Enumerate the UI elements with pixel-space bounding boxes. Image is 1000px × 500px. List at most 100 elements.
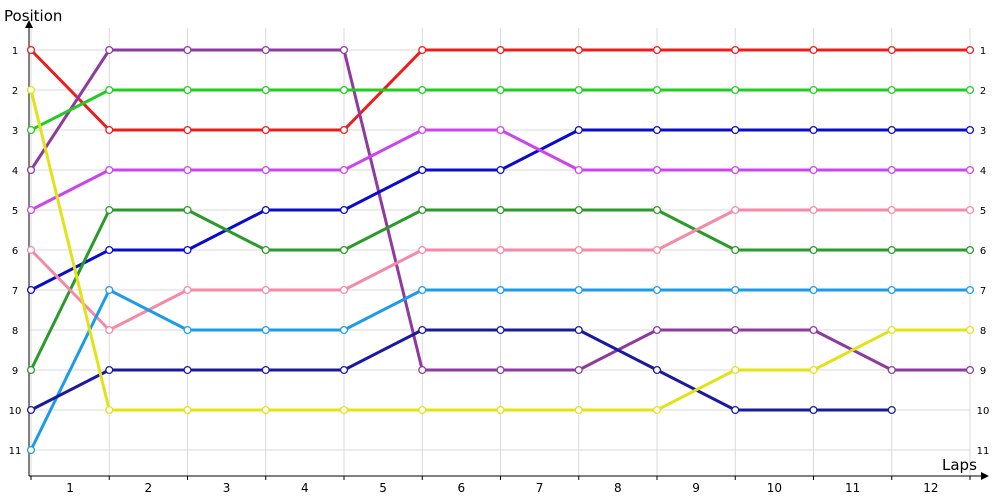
- series-point-6: [652, 205, 662, 215]
- x-tick-label: 7: [536, 481, 544, 495]
- x-tick-label: 2: [145, 481, 153, 495]
- series-markers: [26, 45, 975, 455]
- series-point-4: [26, 285, 36, 295]
- y-tick-label-left: 4: [12, 166, 18, 177]
- series-point-8: [809, 285, 818, 295]
- y-tick-label-left: 11: [9, 446, 22, 457]
- series-point-4: [965, 125, 975, 135]
- series-point-4: [809, 125, 818, 135]
- series-point-1: [496, 45, 505, 55]
- series-point-3: [652, 85, 662, 95]
- series-point-6: [965, 245, 975, 255]
- series-point-8: [418, 285, 427, 295]
- y-axis-label: Position: [4, 7, 62, 25]
- series-point-3: [26, 125, 36, 135]
- series-point-7: [965, 205, 975, 215]
- series-point-3: [418, 85, 427, 95]
- series-point-4: [652, 125, 662, 135]
- series-point-6: [339, 245, 349, 255]
- series-point-1: [652, 45, 662, 55]
- y-tick-label-left: 3: [12, 126, 18, 137]
- x-tick-label: 5: [379, 481, 387, 495]
- series-point-1: [26, 45, 36, 55]
- series-point-10: [183, 405, 192, 415]
- y-tick-label-right: 11: [977, 446, 990, 457]
- series-point-9: [339, 365, 349, 375]
- x-tick-label: 8: [614, 481, 622, 495]
- series-point-9: [887, 405, 896, 415]
- series-point-10: [809, 365, 818, 375]
- y-tick-label-right: 2: [980, 86, 986, 97]
- y-tick-label-right: 4: [980, 166, 986, 177]
- series-point-7: [887, 205, 896, 215]
- series-point-4: [574, 125, 583, 135]
- series-point-10: [339, 405, 349, 415]
- series-point-3: [731, 85, 740, 95]
- y-tick-label-right: 9: [980, 366, 986, 377]
- x-tick-label: 9: [692, 481, 700, 495]
- y-tick-label-left: 2: [12, 86, 18, 97]
- series-point-3: [339, 85, 349, 95]
- series-point-5: [418, 125, 427, 135]
- series-point-8: [652, 285, 662, 295]
- series-point-7: [26, 245, 36, 255]
- series-point-3: [496, 85, 505, 95]
- series-point-6: [418, 205, 427, 215]
- series-point-10: [574, 405, 583, 415]
- y-tick-label-right: 7: [980, 286, 986, 297]
- series-point-6: [809, 245, 818, 255]
- series-point-10: [496, 405, 505, 415]
- series-point-1: [261, 125, 270, 135]
- y-tick-label-left: 9: [12, 366, 18, 377]
- series-point-9: [418, 325, 427, 335]
- series-point-2: [418, 365, 427, 375]
- series-point-4: [731, 125, 740, 135]
- series-point-9: [105, 365, 114, 375]
- series-point-6: [26, 365, 36, 375]
- series-point-2: [574, 365, 583, 375]
- x-tick-label: 11: [845, 481, 860, 495]
- x-axis-arrow: [981, 472, 989, 480]
- series-point-7: [339, 285, 349, 295]
- series-point-8: [183, 325, 192, 335]
- y-tick-label-right: 8: [980, 326, 986, 337]
- series-point-9: [496, 325, 505, 335]
- series-point-7: [261, 285, 270, 295]
- series-point-9: [261, 365, 270, 375]
- series-point-10: [887, 325, 896, 335]
- series-point-1: [105, 125, 114, 135]
- series-point-1: [418, 45, 427, 55]
- x-tick-label: 4: [301, 481, 309, 495]
- series-point-5: [105, 165, 114, 175]
- series-point-8: [339, 325, 349, 335]
- series-point-5: [26, 205, 36, 215]
- series-point-9: [809, 405, 818, 415]
- series-point-3: [183, 85, 192, 95]
- series-point-4: [261, 205, 270, 215]
- series-point-8: [105, 285, 114, 295]
- series-point-2: [887, 365, 896, 375]
- series-point-7: [496, 245, 505, 255]
- series-line-9: [29, 328, 894, 412]
- series-point-4: [105, 245, 114, 255]
- y-tick-label-left: 1: [12, 46, 18, 57]
- y-tick-label-left: 8: [12, 326, 18, 337]
- y-tick-label-right: 3: [980, 126, 986, 137]
- series-point-10: [652, 405, 662, 415]
- series-point-3: [105, 85, 114, 95]
- series-point-10: [418, 405, 427, 415]
- series-point-9: [652, 365, 662, 375]
- series-point-8: [731, 285, 740, 295]
- series-point-10: [965, 325, 975, 335]
- series-point-10: [105, 405, 114, 415]
- series-point-10: [731, 365, 740, 375]
- series-point-1: [183, 125, 192, 135]
- y-tick-label-right: 5: [980, 206, 986, 217]
- series-point-2: [26, 165, 36, 175]
- series-point-8: [965, 285, 975, 295]
- series-point-3: [574, 85, 583, 95]
- y-tick-label-left: 5: [12, 206, 18, 217]
- series-point-8: [887, 285, 896, 295]
